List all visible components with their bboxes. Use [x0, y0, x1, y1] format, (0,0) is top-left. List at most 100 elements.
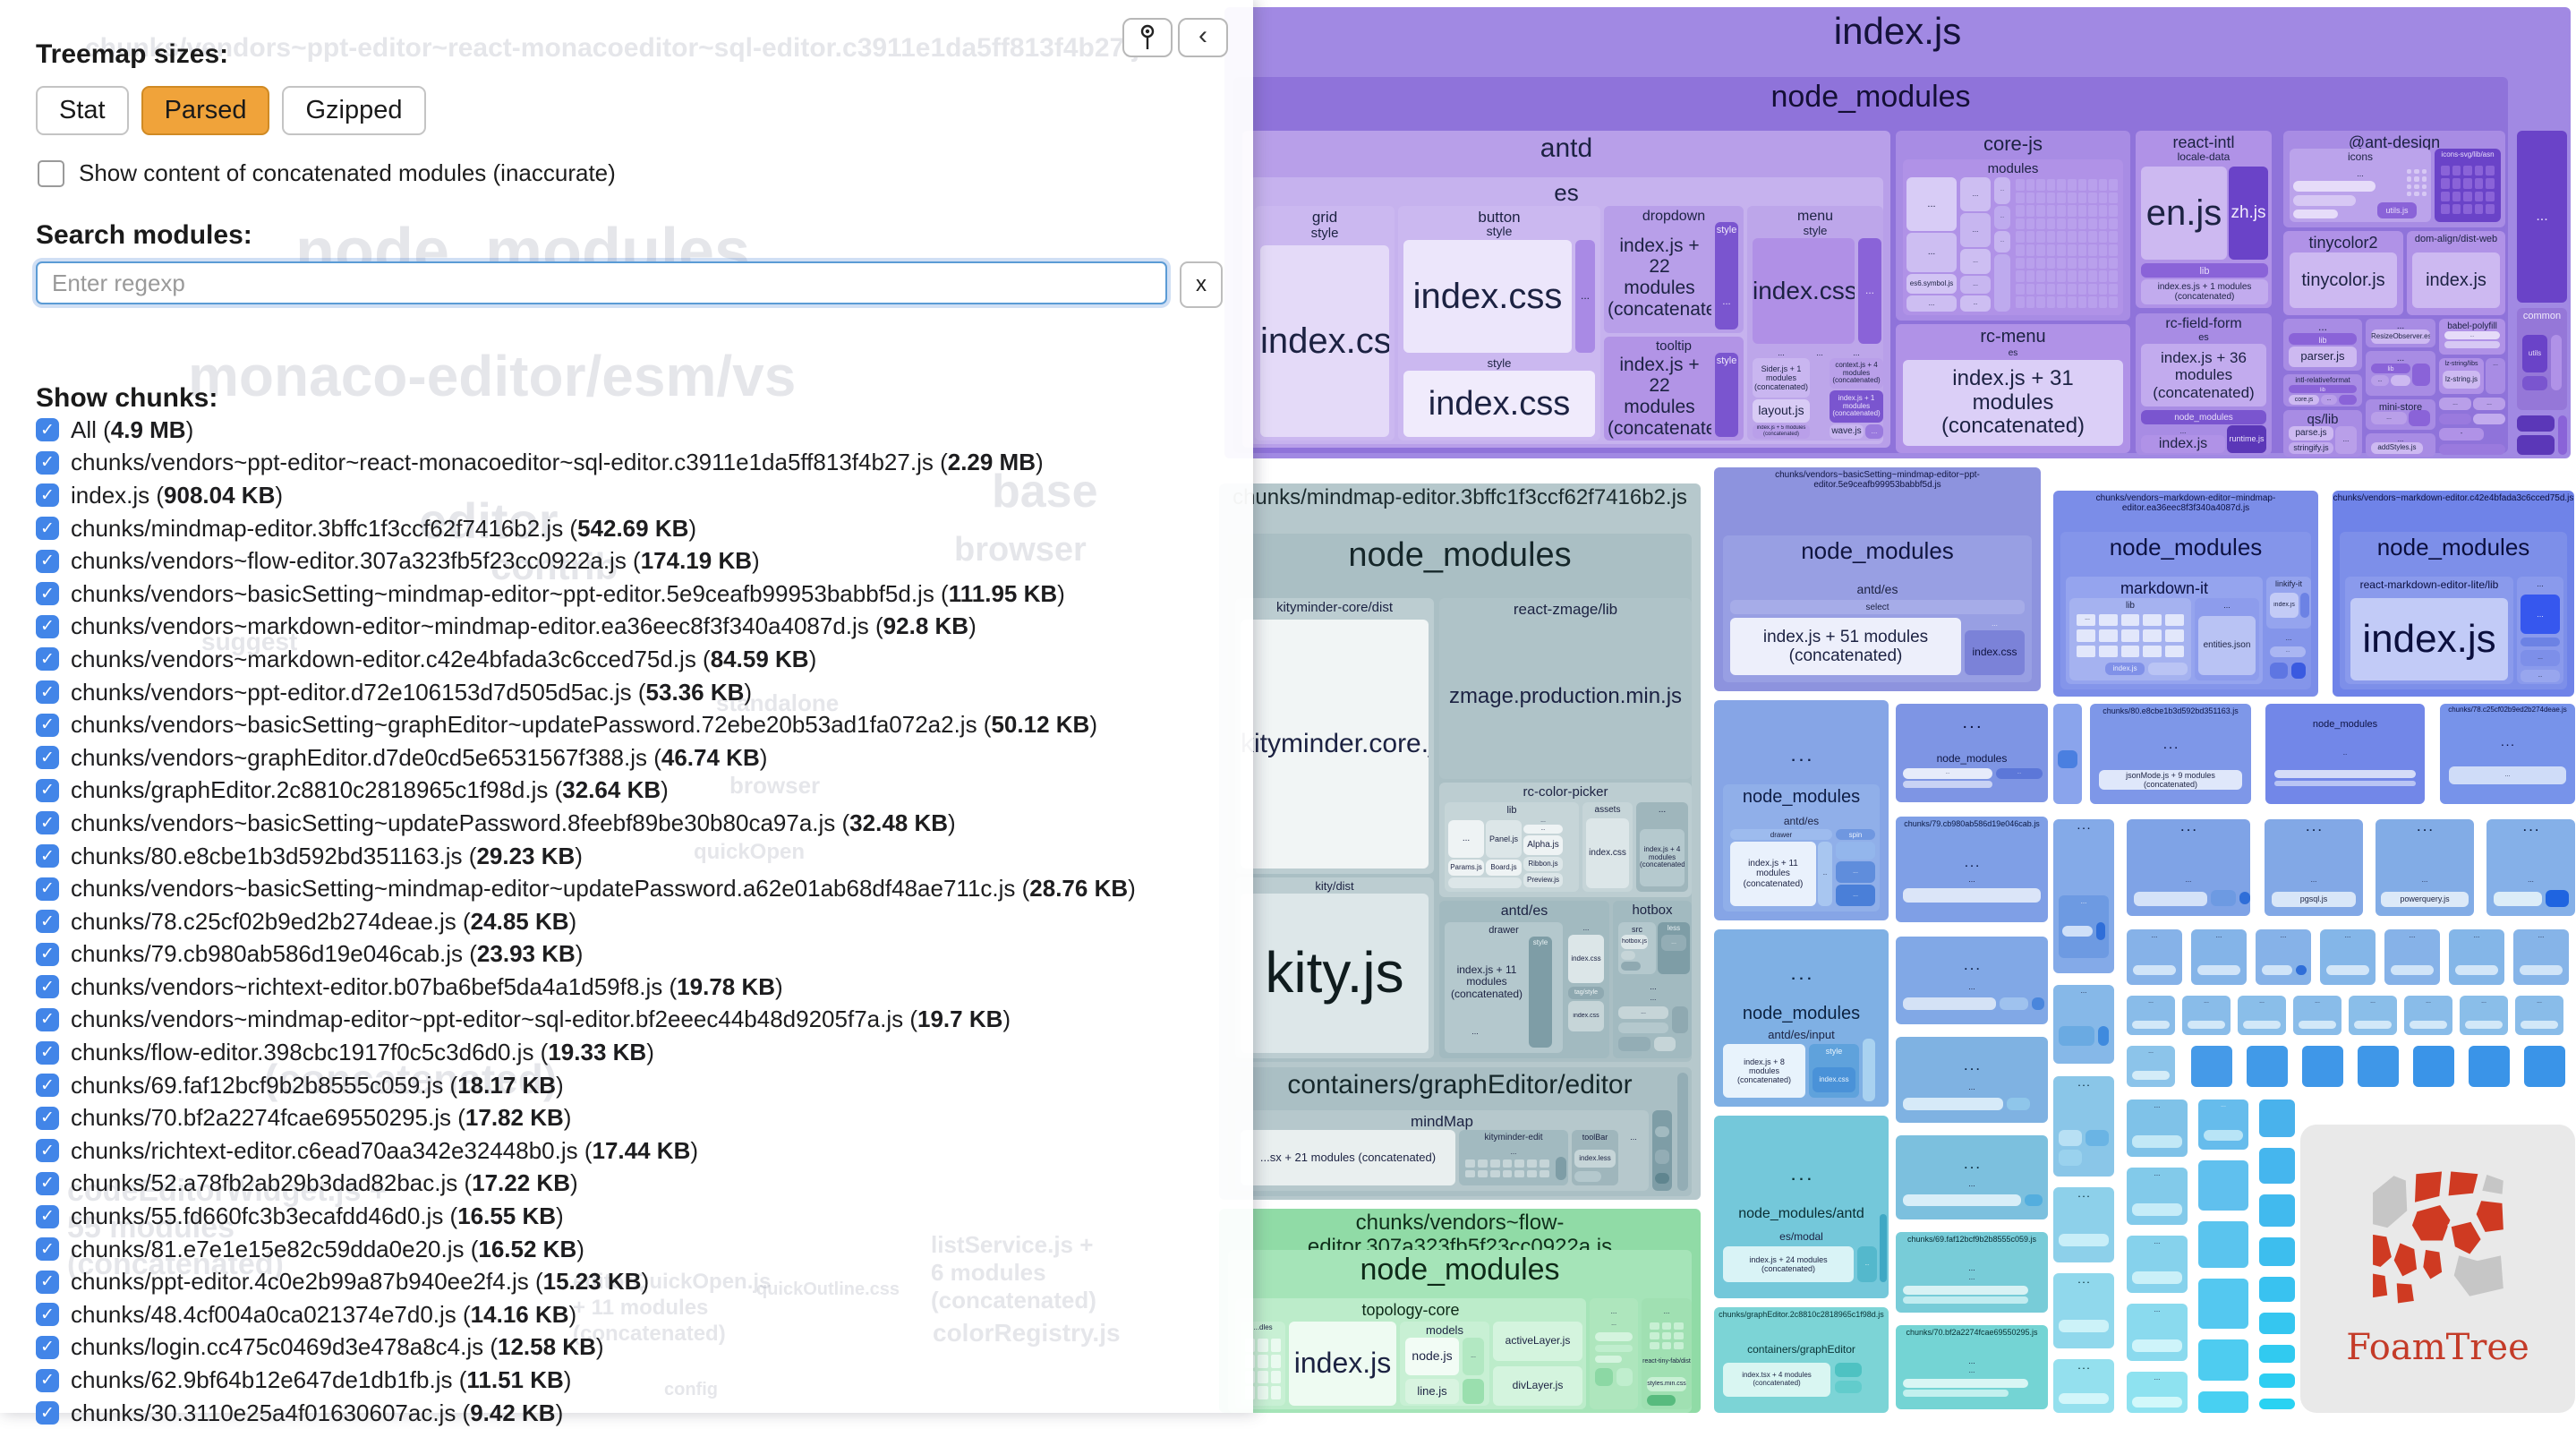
treemap-cell[interactable]: ...	[2127, 996, 2175, 1035]
chunk-row[interactable]: ✓ index.js (908.04 KB)	[36, 479, 1235, 512]
treemap-cell[interactable]: ...	[2293, 996, 2341, 1035]
treemap-cell[interactable]: line.js	[1405, 1379, 1459, 1404]
treemap-cell[interactable]	[2339, 395, 2357, 405]
treemap-cell[interactable]	[2551, 335, 2562, 390]
treemap-cell[interactable]: kity.js	[1241, 894, 1429, 1053]
treemap-cell[interactable]: index.css	[1260, 245, 1389, 437]
treemap-cell[interactable]: ...	[1661, 935, 1686, 951]
size-button-parsed[interactable]: Parsed	[141, 86, 270, 135]
treemap-cell[interactable]: spin	[1836, 829, 1875, 840]
treemap-cell[interactable]: divLayer.js	[1493, 1366, 1582, 1406]
treemap-cell[interactable]: . . .	[2053, 1359, 2114, 1413]
treemap-cell[interactable]: index.js + 5 modules (concatenated)	[1753, 424, 1810, 439]
treemap-cell[interactable]	[1654, 1037, 1676, 1051]
treemap-cell[interactable]: ...	[1836, 861, 1875, 883]
treemap-cell[interactable]	[2265, 704, 2425, 804]
treemap-cell[interactable]	[2558, 415, 2567, 455]
treemap-cell[interactable]	[1595, 1332, 1633, 1341]
treemap-cell[interactable]	[2259, 1313, 2295, 1334]
treemap-cell[interactable]: index.css	[1813, 1067, 1855, 1092]
treemap-cell[interactable]: Ribbon.js	[1523, 857, 1563, 871]
treemap-cell[interactable]: Sider.js + 1 modules (concatenated)	[1753, 358, 1810, 398]
treemap-cell[interactable]	[1590, 1298, 1638, 1409]
treemap-cell[interactable]	[2455, 965, 2498, 975]
treemap-cell[interactable]: kityminder-edit	[1459, 1130, 1568, 1185]
treemap-cell[interactable]	[2198, 1160, 2248, 1211]
treemap-cell[interactable]: index.css	[1568, 935, 1604, 983]
treemap-cell[interactable]: addStyles.js	[2371, 442, 2423, 454]
concat-modules-checkbox[interactable]	[38, 159, 64, 187]
chunk-checkbox[interactable]: ✓	[36, 1106, 59, 1130]
treemap-cell[interactable]: style	[1715, 353, 1738, 437]
treemap-cell[interactable]: ...	[1994, 231, 2010, 252]
treemap-cell[interactable]: wave.js	[1830, 424, 1864, 439]
treemap-cell[interactable]	[2134, 892, 2207, 906]
treemap-cell[interactable]	[1903, 1379, 2028, 1388]
treemap-cell[interactable]	[1621, 951, 1635, 960]
search-input[interactable]	[36, 261, 1167, 304]
treemap-cell[interactable]	[2413, 1046, 2454, 1087]
treemap-cell[interactable]: zh.js	[2229, 167, 2268, 260]
treemap-cell[interactable]: ...	[1575, 240, 1595, 353]
treemap-cell[interactable]	[2007, 1098, 2030, 1110]
treemap-cell[interactable]	[2259, 1100, 2295, 1137]
treemap-cell[interactable]: Board.js	[1486, 860, 1522, 876]
treemap-cell[interactable]: utils	[2522, 335, 2547, 372]
chunk-checkbox[interactable]: ✓	[36, 1303, 59, 1327]
treemap-cell[interactable]: ...	[2321, 395, 2337, 405]
chunk-checkbox[interactable]: ✓	[36, 450, 59, 475]
treemap-cell[interactable]: ...	[2320, 929, 2376, 985]
treemap-cell[interactable]: ...	[2349, 996, 2397, 1035]
treemap-cell[interactable]	[1903, 888, 2041, 903]
treemap-cell[interactable]: ResizeObserver.es.js	[2371, 329, 2430, 344]
chunk-row[interactable]: ✓ chunks/81.e7e1e15e82c59dda0e20.js (16.5…	[36, 1233, 1235, 1266]
treemap-cell[interactable]: ...	[2270, 646, 2306, 657]
treemap-cell[interactable]	[2059, 1150, 2082, 1166]
treemap-cell[interactable]	[1463, 1379, 1484, 1404]
treemap-cell[interactable]: kityminder.core.js	[1241, 620, 1429, 869]
treemap-cell[interactable]: ...	[2449, 766, 2566, 784]
chunk-checkbox[interactable]: ✓	[36, 517, 59, 541]
treemap-cell[interactable]	[2439, 444, 2505, 455]
treemap-cell[interactable]	[2274, 781, 2416, 786]
treemap-cell[interactable]	[2239, 892, 2250, 904]
treemap-cell[interactable]: ...	[1906, 177, 1957, 231]
treemap-cell[interactable]: index.js	[2105, 663, 2145, 675]
treemap-cell[interactable]: index.css	[1568, 1001, 1604, 1031]
treemap-cell[interactable]	[2211, 890, 2236, 906]
treemap-cell[interactable]: ...	[2256, 929, 2311, 985]
treemap-cell[interactable]: parser.js	[2289, 347, 2357, 367]
chunk-checkbox[interactable]: ✓	[36, 1040, 59, 1065]
treemap-cell[interactable]	[2059, 1234, 2109, 1246]
treemap-cell[interactable]: ...	[2127, 1304, 2188, 1361]
chunk-row[interactable]: ✓ chunks/login.cc475c0469d3e478a8c4.js (1…	[36, 1331, 1235, 1365]
chunk-checkbox[interactable]: ✓	[36, 1401, 59, 1425]
treemap-cell[interactable]: lib	[2141, 263, 2268, 278]
treemap-cell[interactable]	[1903, 997, 1996, 1010]
treemap-cell[interactable]: ...	[2513, 929, 2569, 985]
treemap-cell[interactable]	[1880, 1214, 1887, 1282]
treemap-cell[interactable]	[2132, 1021, 2170, 1029]
treemap-cell[interactable]: ...	[2127, 929, 2182, 985]
pin-sidebar-button[interactable]	[1122, 18, 1173, 57]
treemap-cell[interactable]	[2412, 364, 2430, 386]
chunk-row[interactable]: ✓ chunks/richtext-editor.c6ead70aa342e324…	[36, 1134, 1235, 1168]
treemap-cell[interactable]: ...	[2521, 650, 2560, 666]
treemap-cell[interactable]: ...	[2521, 670, 2560, 682]
treemap-cell[interactable]	[1836, 842, 1875, 860]
chunk-checkbox[interactable]: ✓	[36, 483, 59, 508]
treemap-cell[interactable]	[2259, 1345, 2295, 1363]
treemap-cell[interactable]	[1574, 1171, 1601, 1182]
treemap-cell[interactable]	[2132, 1071, 2170, 1080]
chunk-row[interactable]: ✓ chunks/55.fd660fc3b3ecafdd46d0.js (16.5…	[36, 1200, 1235, 1233]
treemap-cell[interactable]: ...	[2517, 131, 2567, 303]
chunk-checkbox[interactable]: ✓	[36, 1139, 59, 1163]
chunk-checkbox[interactable]: ✓	[36, 1171, 59, 1195]
treemap-cell[interactable]: core.js	[2289, 395, 2319, 405]
treemap-cell[interactable]: ...	[2515, 996, 2563, 1035]
chunk-row[interactable]: ✓ All (4.9 MB)	[36, 414, 1235, 447]
chunk-row[interactable]: ✓ chunks/69.faf12bcf9b2b8555c059.js (18.1…	[36, 1069, 1235, 1102]
treemap-cell[interactable]	[2132, 1203, 2182, 1216]
size-button-stat[interactable]: Stat	[36, 86, 129, 135]
chunk-checkbox[interactable]: ✓	[36, 1237, 59, 1262]
